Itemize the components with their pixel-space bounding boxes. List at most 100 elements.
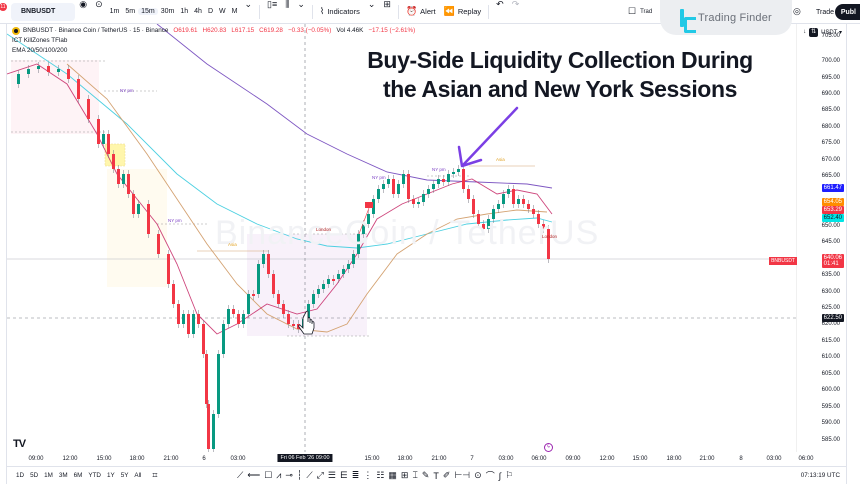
- goto-date-icon[interactable]: ⌗: [152, 470, 158, 480]
- price-tick: 625.00: [821, 305, 840, 311]
- chart-canvas: [7, 24, 796, 452]
- vertical-line-icon[interactable]: ┆: [296, 470, 303, 480]
- indicator-killzones[interactable]: ICT KillZones TFlab: [12, 37, 68, 44]
- brush-icon[interactable]: ✎: [421, 470, 430, 480]
- timeframe-W[interactable]: W: [219, 8, 226, 15]
- price-tick: 700.00: [821, 58, 840, 64]
- time-tick: 03:00: [498, 456, 514, 462]
- trend-line-icon[interactable]: ⟋: [237, 470, 244, 480]
- price-label: 640.06 01:41 BNBUSDT: [769, 254, 844, 268]
- time-tick: 18:00: [129, 456, 145, 462]
- chevron-down-icon[interactable]: ⌄: [367, 0, 376, 9]
- session-label-london: London: [542, 234, 558, 239]
- arc-icon[interactable]: ⌒: [485, 471, 495, 481]
- candle-countdown: 01:41: [823, 261, 839, 267]
- currency-selector[interactable]: USDT ▾: [821, 29, 842, 36]
- regression-icon[interactable]: ⋿: [339, 470, 348, 480]
- indicators-button[interactable]: ⌇ Indicators: [319, 6, 360, 17]
- timeframe-5m[interactable]: 5m: [125, 8, 136, 15]
- text-cursor-icon[interactable]: ⌶: [412, 470, 418, 480]
- templates-icon[interactable]: ⊞: [383, 0, 391, 9]
- legend-volume-change: −17.15 (−2.61%): [368, 27, 416, 34]
- range-1y[interactable]: 1Y: [106, 472, 115, 479]
- date-range-selector: 1D 5D 1M 3M 6M YTD 1Y 5Y All: [13, 472, 144, 479]
- parallel-channel-icon[interactable]: ☰: [327, 470, 336, 480]
- text-icon[interactable]: T: [433, 470, 439, 481]
- checkbox-icon: ☐: [628, 6, 637, 16]
- range-1m[interactable]: 1M: [44, 472, 53, 479]
- gann-box-icon[interactable]: ▦: [388, 470, 397, 480]
- time-tick: 18:00: [397, 456, 413, 462]
- chevron-down-icon[interactable]: ⌄: [244, 0, 253, 9]
- price-chart[interactable]: BinanceCoin / TetherUS: [7, 24, 796, 452]
- chart-legend: BNBUSDT · Binance Coin / TetherUS · 15 ·…: [12, 26, 415, 56]
- price-label: 622.50: [821, 314, 844, 322]
- time-tick: 21:00: [163, 456, 179, 462]
- utc-clock[interactable]: 07:13:19 UTC: [800, 472, 840, 479]
- time-axis[interactable]: 09:00 12:00 15:00 18:00 21:00 6 03:00 15:00 18:0…: [7, 452, 814, 466]
- redo-icon[interactable]: ↷: [511, 0, 520, 9]
- price-tick: 645.00: [821, 239, 840, 245]
- range-3m[interactable]: 3M: [58, 472, 68, 479]
- timeframe-30m[interactable]: 30m: [160, 8, 175, 15]
- tradingview-logo[interactable]: TV: [13, 438, 26, 450]
- rectangle-icon[interactable]: ☐: [264, 470, 273, 480]
- gann-square-icon[interactable]: ⊞: [400, 470, 409, 480]
- timeframe-15m[interactable]: 15m: [138, 8, 158, 15]
- price-tick: 605.00: [821, 371, 840, 377]
- timeframe-M[interactable]: M: [231, 8, 238, 15]
- arrow-down-icon[interactable]: ↓: [803, 29, 807, 35]
- path-icon[interactable]: ⩘: [276, 470, 282, 480]
- snapshot-icon[interactable]: ◎: [793, 6, 801, 16]
- range-5d[interactable]: 5D: [30, 472, 39, 479]
- legend-change: −0.33 (−0.05%): [287, 27, 332, 34]
- timeframe-D[interactable]: D: [207, 8, 214, 15]
- curve-icon[interactable]: ∫: [498, 470, 502, 481]
- date-range-icon[interactable]: ⊢⊣: [454, 470, 471, 480]
- timeframe-1h[interactable]: 1h: [180, 8, 189, 15]
- price-tick: 680.00: [821, 124, 840, 130]
- time-tick: 21:00: [699, 456, 715, 462]
- indicator-ema[interactable]: EMA 20/50/100/200: [12, 47, 68, 54]
- extended-line-icon[interactable]: ⤢: [316, 470, 324, 480]
- session-label-asia: Asia: [496, 157, 505, 162]
- trading-panel-button[interactable]: ☐ Trad: [628, 6, 653, 16]
- flat-top-icon[interactable]: ≣: [351, 470, 360, 480]
- horizontal-ray-icon[interactable]: ⟵: [247, 470, 261, 480]
- notifications-button[interactable]: 11: [0, 0, 8, 24]
- flag-icon[interactable]: ⚐: [505, 470, 514, 480]
- price-label: 661.47: [821, 184, 844, 192]
- candles-icon[interactable]: ⫼: [285, 0, 290, 9]
- ray-icon[interactable]: ⟋: [306, 470, 313, 480]
- undo-icon[interactable]: ↶: [496, 0, 504, 9]
- range-1d[interactable]: 1D: [16, 472, 25, 479]
- auto-scale-icon[interactable]: ⇅: [809, 27, 819, 37]
- range-6m[interactable]: 6M: [73, 472, 83, 479]
- pitchfork-icon[interactable]: ⋮: [363, 470, 373, 480]
- price-label-value: 652.40: [823, 215, 842, 221]
- price-axis[interactable]: 705.00 700.00 695.00 690.00 685.00 680.00 675.…: [769, 24, 846, 452]
- circle-icon[interactable]: ⊙: [474, 470, 482, 480]
- horizontal-line-icon[interactable]: ⊸: [285, 470, 293, 480]
- chevron-down-icon[interactable]: ⌄: [297, 0, 305, 9]
- timeframe-4h[interactable]: 4h: [194, 8, 202, 15]
- alert-button[interactable]: ⏰ Alert: [405, 6, 436, 17]
- compare-symbol-icon[interactable]: ⊙: [95, 0, 103, 9]
- range-all[interactable]: All: [134, 472, 142, 479]
- bar-style-icon[interactable]: ▯≡: [267, 0, 278, 9]
- price-label-value: 622.50: [823, 315, 842, 321]
- replay-button[interactable]: ⏪ Replay: [443, 6, 482, 17]
- symbol-search[interactable]: BNBUSDT: [11, 2, 76, 21]
- range-5y[interactable]: 5Y: [120, 472, 129, 479]
- eye-icon[interactable]: ◉: [79, 0, 88, 9]
- trade-button[interactable]: Trade: [815, 8, 834, 16]
- replay-icon: ⏪: [443, 6, 455, 16]
- fib-retracement-icon[interactable]: ☷: [376, 470, 385, 480]
- price-tick: 590.00: [821, 420, 840, 426]
- price-tick: 620.00: [821, 321, 840, 327]
- range-ytd[interactable]: YTD: [88, 472, 101, 479]
- highlighter-icon[interactable]: ✐: [442, 470, 451, 480]
- timeframe-1m[interactable]: 1m: [109, 8, 120, 15]
- lightning-icon[interactable]: ϟ: [544, 443, 553, 452]
- publish-button[interactable]: Publ: [834, 4, 860, 20]
